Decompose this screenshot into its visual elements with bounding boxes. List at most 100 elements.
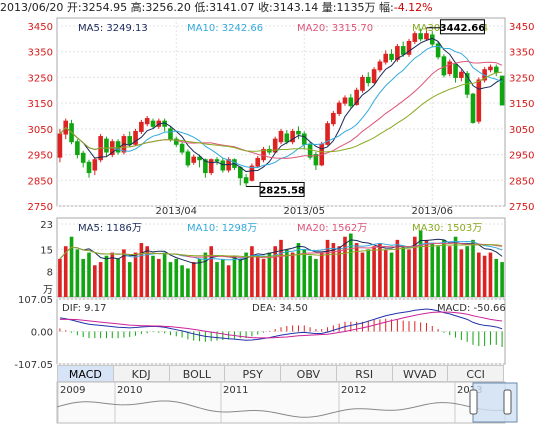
- high-marker-box: [439, 19, 485, 35]
- candle-down: [493, 66, 499, 73]
- candle-up: [371, 69, 377, 84]
- candle-up: [342, 97, 348, 104]
- candle-down: [80, 152, 86, 163]
- volume-bar-down: [465, 246, 469, 297]
- candle-down: [150, 120, 156, 127]
- indicator-tabs: MACD KDJ BOLL PSY OBV RSI WVAD CCI: [57, 365, 504, 382]
- open-label: 开:: [66, 1, 82, 14]
- candle-down: [307, 143, 313, 158]
- volume-ma10-line: [59, 240, 503, 261]
- volume-bar-down: [127, 262, 132, 297]
- volume-bar-down: [285, 249, 289, 297]
- tab-cci[interactable]: CCI: [448, 365, 504, 382]
- volume-bar-down: [162, 252, 167, 297]
- volume-bar-up: [133, 252, 138, 297]
- candle-up: [57, 133, 63, 158]
- volume-ma5-line: [59, 238, 503, 264]
- volume-unit: 万: [43, 285, 53, 296]
- timeline-silhouette: [56, 400, 505, 418]
- volume-bar-up: [273, 246, 277, 297]
- volume-bar-down: [75, 249, 80, 297]
- tab-wvad[interactable]: WVAD: [392, 365, 449, 382]
- volume-bar-down: [500, 262, 504, 297]
- ma-legend-item: MA10: 3242.66: [187, 23, 263, 34]
- macd-tick: 0.00: [31, 328, 53, 339]
- volume-bar-up: [482, 255, 487, 297]
- price-tick-right: 2750: [509, 202, 534, 213]
- tab-macd[interactable]: MACD: [57, 365, 114, 382]
- volume-bar-down: [267, 252, 272, 297]
- volume-bar-up: [343, 236, 347, 297]
- candle-down: [127, 136, 133, 145]
- volume-bar-down: [302, 249, 307, 297]
- timeline-year-label: 2009: [60, 385, 85, 396]
- price-tick-left: 3150: [28, 99, 53, 110]
- candle-down: [185, 151, 191, 166]
- volume-bar-down: [436, 246, 440, 297]
- timeline-year-label: 2013: [457, 385, 482, 396]
- timeline-year-label: 2011: [223, 385, 248, 396]
- high-label: 高:: [130, 1, 146, 14]
- volume-bar-up: [98, 262, 103, 297]
- candle-up: [272, 138, 278, 153]
- volume-bar-up: [58, 258, 62, 297]
- candle-down: [168, 128, 173, 140]
- candle-up: [325, 123, 330, 145]
- volume-legend-item: MA20: 1562万: [297, 223, 367, 234]
- volume-bar-up: [93, 265, 97, 297]
- candle-up: [360, 76, 365, 91]
- high-value: 3256.20: [145, 1, 191, 14]
- price-tick-left: 2750: [28, 202, 53, 213]
- volume-bar-up: [372, 246, 376, 297]
- candle-down: [441, 56, 447, 76]
- volume-bar-up: [354, 243, 359, 297]
- candle-down: [453, 64, 458, 78]
- tab-boll[interactable]: BOLL: [169, 365, 226, 382]
- volume-bar-down: [401, 246, 405, 297]
- candle-up: [208, 159, 214, 174]
- quote-header: 2013/06/20 开:3254.95 高:3256.20 低:3141.07…: [0, 0, 536, 16]
- candle-down: [301, 133, 307, 145]
- price-tick-right: 3150: [509, 99, 534, 110]
- volume-bar-up: [261, 258, 266, 297]
- tab-rsi[interactable]: RSI: [336, 365, 393, 382]
- volume-bar-down: [238, 258, 243, 297]
- candle-up: [290, 130, 295, 143]
- candle-up: [255, 157, 261, 167]
- volume-bar-down: [186, 268, 190, 297]
- volume-bar-down: [104, 255, 109, 297]
- ma30-line: [59, 71, 503, 153]
- volume-bar-up: [110, 252, 115, 297]
- volume-tick: 8: [47, 268, 53, 279]
- volume-bar-up: [413, 236, 417, 297]
- volume-bar-down: [442, 239, 446, 297]
- candle-down: [203, 159, 208, 174]
- volume-bar-up: [209, 246, 213, 297]
- price-tick-left: 3350: [28, 48, 53, 59]
- volume-bar-down: [296, 243, 301, 297]
- volume-bar-up: [459, 249, 464, 297]
- candle-up: [447, 61, 453, 75]
- price-tick-left: 3050: [28, 125, 53, 136]
- tab-kdj[interactable]: KDJ: [113, 365, 170, 382]
- volume-bar-up: [424, 239, 429, 297]
- volume-bar-up: [63, 246, 68, 297]
- candle-up: [488, 66, 493, 71]
- volume-bar-up: [157, 258, 161, 297]
- tab-psy[interactable]: PSY: [225, 365, 281, 382]
- candle-down: [418, 33, 423, 40]
- date-tick-label: 2013/04: [155, 206, 197, 217]
- date-tick-label: 2013/06: [411, 206, 453, 217]
- volume-bar-down: [180, 265, 184, 297]
- volume-bar-up: [447, 246, 452, 297]
- close-label: 收:: [258, 1, 273, 14]
- candle-down: [435, 43, 441, 58]
- tab-obv[interactable]: OBV: [281, 365, 337, 382]
- volume-bar-down: [232, 255, 237, 297]
- candle-up: [278, 130, 284, 143]
- volume-bar-down: [221, 258, 225, 297]
- volume-bar-up: [360, 252, 365, 297]
- dea-line: [59, 311, 503, 339]
- macd-legend-item: MACD: -50.66: [437, 303, 506, 314]
- volume-bar-down: [494, 258, 499, 297]
